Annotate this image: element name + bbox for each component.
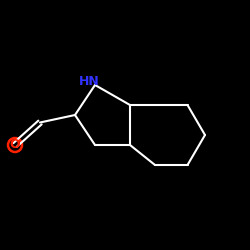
Text: HN: HN (78, 75, 99, 88)
Text: O: O (10, 138, 20, 151)
